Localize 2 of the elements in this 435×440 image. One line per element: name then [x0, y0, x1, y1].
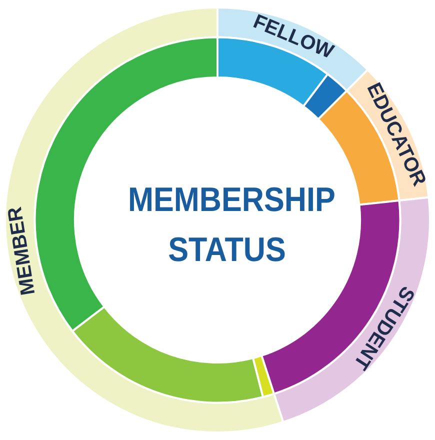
text: MEMBERSHIP STATUS	[128, 180, 336, 271]
slice-label: MEMBER	[4, 204, 40, 297]
